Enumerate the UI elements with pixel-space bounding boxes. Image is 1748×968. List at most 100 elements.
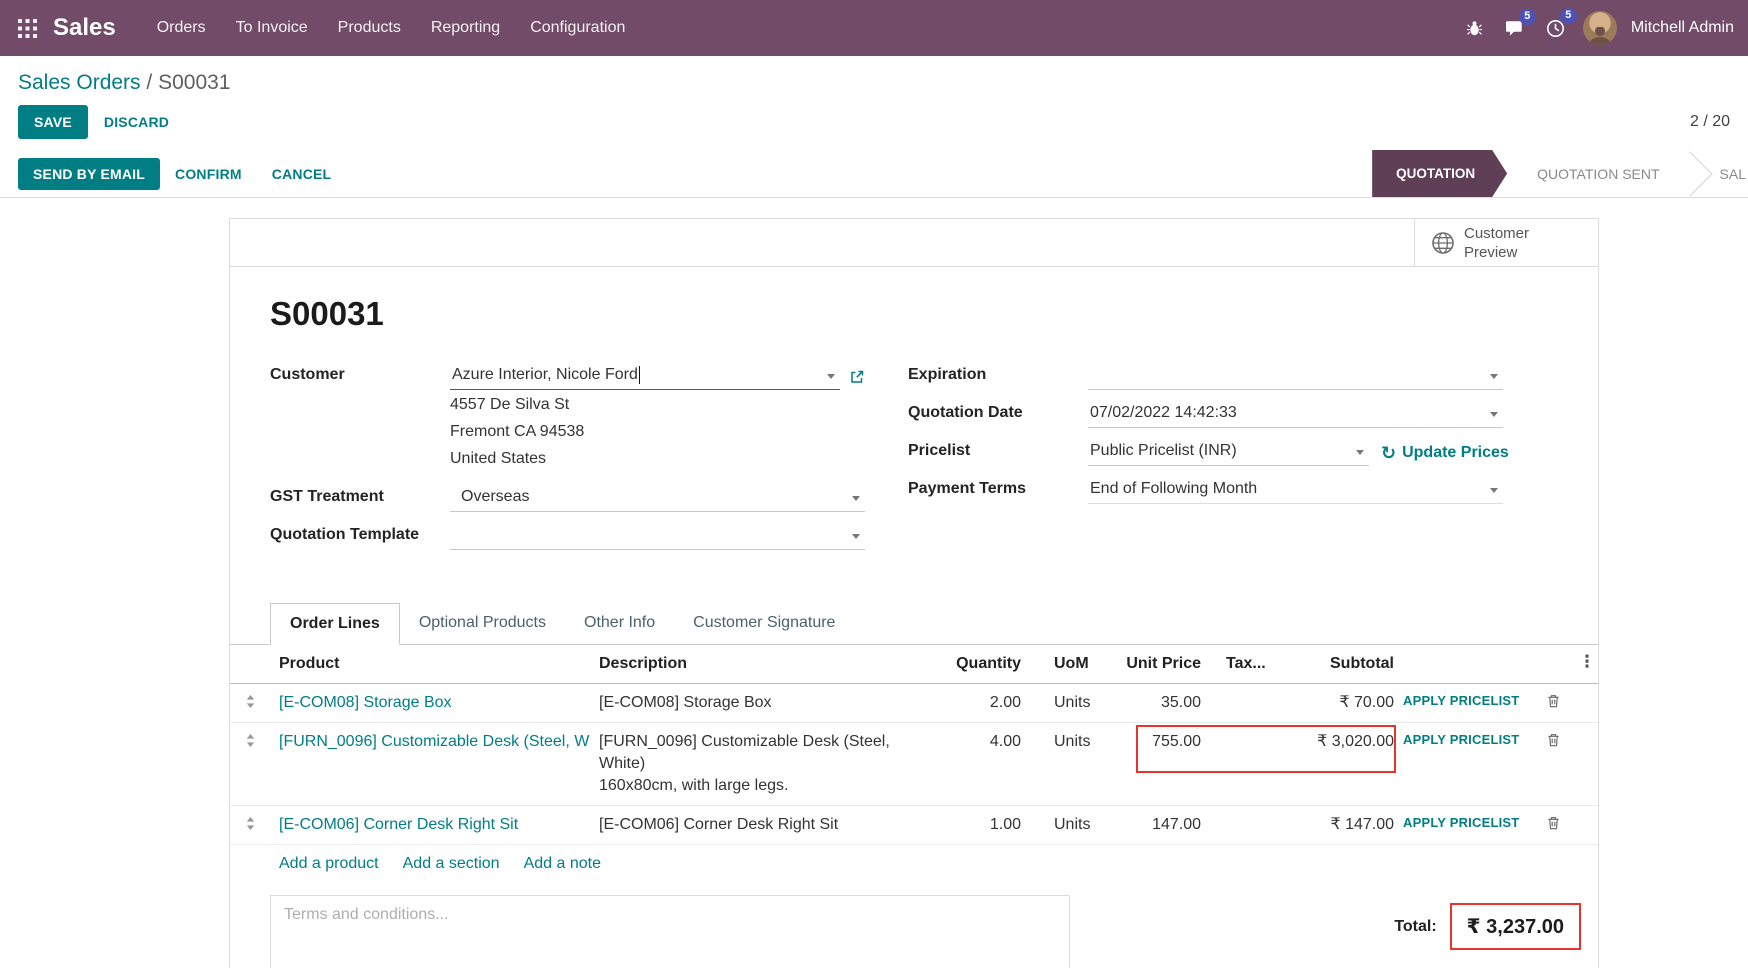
template-dropdown-icon[interactable] bbox=[852, 534, 860, 539]
delete-line-icon[interactable] bbox=[1531, 723, 1576, 748]
col-product[interactable]: Product bbox=[270, 645, 590, 683]
quotation-date-dropdown-icon[interactable] bbox=[1490, 412, 1498, 417]
payment-terms-label: Payment Terms bbox=[908, 477, 1088, 498]
quotation-date-label: Quotation Date bbox=[908, 401, 1088, 422]
cancel-button[interactable]: CANCEL bbox=[257, 158, 347, 190]
line-quantity[interactable]: 2.00 bbox=[925, 684, 1030, 722]
customer-preview-label: Customer Preview bbox=[1464, 224, 1582, 262]
tab-order-lines[interactable]: Order Lines bbox=[270, 603, 400, 645]
apply-pricelist-button[interactable]: APPLY PRICELIST bbox=[1403, 806, 1531, 830]
menu-to-invoice[interactable]: To Invoice bbox=[221, 10, 323, 46]
save-button[interactable]: SAVE bbox=[18, 105, 88, 139]
drag-handle-icon[interactable] bbox=[230, 806, 270, 831]
line-quantity[interactable]: 1.00 bbox=[925, 806, 1030, 844]
add-product-link[interactable]: Add a product bbox=[279, 855, 379, 873]
add-note-link[interactable]: Add a note bbox=[524, 855, 601, 873]
customer-preview-button[interactable]: Customer Preview bbox=[1414, 219, 1598, 266]
delete-line-icon[interactable] bbox=[1531, 806, 1576, 831]
gst-dropdown-icon[interactable] bbox=[852, 496, 860, 501]
gst-treatment-value: Overseas bbox=[452, 488, 529, 506]
col-subtotal[interactable]: Subtotal bbox=[1285, 645, 1403, 683]
col-description[interactable]: Description bbox=[590, 645, 925, 683]
app-brand[interactable]: Sales bbox=[53, 14, 116, 42]
add-section-link[interactable]: Add a section bbox=[403, 855, 500, 873]
line-unit-price[interactable]: 755.00 bbox=[1110, 723, 1210, 761]
order-line-row[interactable]: [E-COM08] Storage Box [E-COM08] Storage … bbox=[230, 684, 1598, 723]
payment-terms-select[interactable]: End of Following Month bbox=[1088, 477, 1503, 504]
total-highlight-box: ₹ 3,237.00 bbox=[1450, 903, 1581, 950]
customer-input[interactable]: Azure Interior, Nicole Ford bbox=[450, 363, 840, 390]
discard-button[interactable]: DISCARD bbox=[88, 105, 185, 139]
order-line-row[interactable]: [E-COM06] Corner Desk Right Sit [E-COM06… bbox=[230, 806, 1598, 845]
product-link[interactable]: [FURN_0096] Customizable Desk (Steel, Wh… bbox=[279, 733, 590, 750]
expiration-dropdown-icon[interactable] bbox=[1490, 374, 1498, 379]
drag-handle-icon[interactable] bbox=[230, 684, 270, 709]
user-menu[interactable]: Mitchell Admin bbox=[1631, 19, 1734, 37]
apply-pricelist-button[interactable]: APPLY PRICELIST bbox=[1403, 723, 1531, 747]
breadcrumb-sales-orders[interactable]: Sales Orders bbox=[18, 71, 141, 94]
menu-products[interactable]: Products bbox=[323, 10, 416, 46]
product-link[interactable]: [E-COM08] Storage Box bbox=[279, 694, 452, 711]
line-tax[interactable] bbox=[1210, 806, 1285, 822]
messages-button[interactable]: 5 bbox=[1501, 16, 1528, 41]
line-description[interactable]: [E-COM06] Corner Desk Right Sit bbox=[590, 806, 925, 844]
record-pager[interactable]: 2 / 20 bbox=[1690, 113, 1730, 131]
line-uom[interactable]: Units bbox=[1030, 806, 1110, 844]
gst-treatment-label: GST Treatment bbox=[270, 485, 450, 506]
menu-configuration[interactable]: Configuration bbox=[515, 10, 640, 46]
menu-orders[interactable]: Orders bbox=[142, 10, 221, 46]
confirm-button[interactable]: CONFIRM bbox=[160, 158, 257, 190]
line-unit-price[interactable]: 147.00 bbox=[1110, 806, 1210, 844]
pricelist-dropdown-icon[interactable] bbox=[1356, 450, 1364, 455]
tab-customer-signature[interactable]: Customer Signature bbox=[674, 603, 854, 644]
update-prices-button[interactable]: ↻ Update Prices bbox=[1381, 444, 1509, 462]
apply-pricelist-button[interactable]: APPLY PRICELIST bbox=[1403, 684, 1531, 708]
line-quantity[interactable]: 4.00 bbox=[925, 723, 1030, 761]
order-line-row[interactable]: [FURN_0096] Customizable Desk (Steel, Wh… bbox=[230, 723, 1598, 806]
col-uom[interactable]: UoM bbox=[1030, 645, 1110, 683]
pricelist-row: Pricelist Public Pricelist (INR) ↻ Updat… bbox=[908, 439, 1503, 466]
line-uom[interactable]: Units bbox=[1030, 723, 1110, 761]
customer-open-record-icon[interactable] bbox=[849, 369, 865, 385]
drag-handle-icon[interactable] bbox=[230, 723, 270, 748]
stage-quotation-sent[interactable]: QUOTATION SENT bbox=[1507, 150, 1689, 197]
column-options-icon[interactable]: ⋮ bbox=[1576, 645, 1598, 672]
tab-other-info[interactable]: Other Info bbox=[565, 603, 674, 644]
pricelist-select[interactable]: Public Pricelist (INR) bbox=[1088, 439, 1369, 466]
quotation-date-input[interactable]: 07/02/2022 14:42:33 bbox=[1088, 401, 1503, 428]
user-avatar[interactable] bbox=[1583, 11, 1617, 45]
apps-menu-icon[interactable] bbox=[18, 19, 37, 38]
terms-and-conditions-input[interactable] bbox=[270, 895, 1070, 968]
activities-button[interactable]: 5 bbox=[1542, 15, 1569, 42]
col-unit-price[interactable]: Unit Price bbox=[1110, 645, 1210, 683]
activities-badge: 5 bbox=[1560, 8, 1577, 24]
control-panel: SAVE DISCARD 2 / 20 bbox=[0, 98, 1748, 150]
tab-optional-products[interactable]: Optional Products bbox=[400, 603, 565, 644]
line-unit-price[interactable]: 35.00 bbox=[1110, 684, 1210, 722]
customer-field-row: Customer Azure Interior, Nicole Ford bbox=[270, 363, 865, 471]
line-tax[interactable] bbox=[1210, 684, 1285, 700]
debug-bug-icon[interactable] bbox=[1462, 16, 1487, 41]
line-description[interactable]: [FURN_0096] Customizable Desk (Steel, Wh… bbox=[590, 723, 925, 805]
refresh-icon: ↻ bbox=[1381, 444, 1396, 462]
gst-treatment-select[interactable]: Overseas bbox=[450, 485, 865, 512]
stage-quotation[interactable]: QUOTATION bbox=[1372, 150, 1507, 197]
payment-terms-dropdown-icon[interactable] bbox=[1490, 488, 1498, 493]
quotation-date-value: 07/02/2022 14:42:33 bbox=[1090, 404, 1237, 422]
product-link[interactable]: [E-COM06] Corner Desk Right Sit bbox=[279, 816, 518, 833]
line-tax[interactable] bbox=[1210, 723, 1285, 739]
expiration-input[interactable] bbox=[1088, 363, 1503, 390]
line-description[interactable]: [E-COM08] Storage Box bbox=[590, 684, 925, 722]
line-subtotal: ₹ 70.00 bbox=[1285, 684, 1403, 722]
line-subtotal: ₹ 3,020.00 bbox=[1285, 723, 1403, 761]
gst-treatment-row: GST Treatment Overseas bbox=[270, 485, 865, 512]
col-quantity[interactable]: Quantity bbox=[925, 645, 1030, 683]
col-tax[interactable]: Tax... bbox=[1210, 645, 1285, 683]
line-uom[interactable]: Units bbox=[1030, 684, 1110, 722]
send-by-email-button[interactable]: SEND BY EMAIL bbox=[18, 158, 160, 190]
quotation-template-select[interactable] bbox=[450, 523, 865, 550]
customer-dropdown-icon[interactable] bbox=[827, 374, 835, 379]
breadcrumb-current: S00031 bbox=[158, 71, 230, 94]
menu-reporting[interactable]: Reporting bbox=[416, 10, 515, 46]
delete-line-icon[interactable] bbox=[1531, 684, 1576, 709]
